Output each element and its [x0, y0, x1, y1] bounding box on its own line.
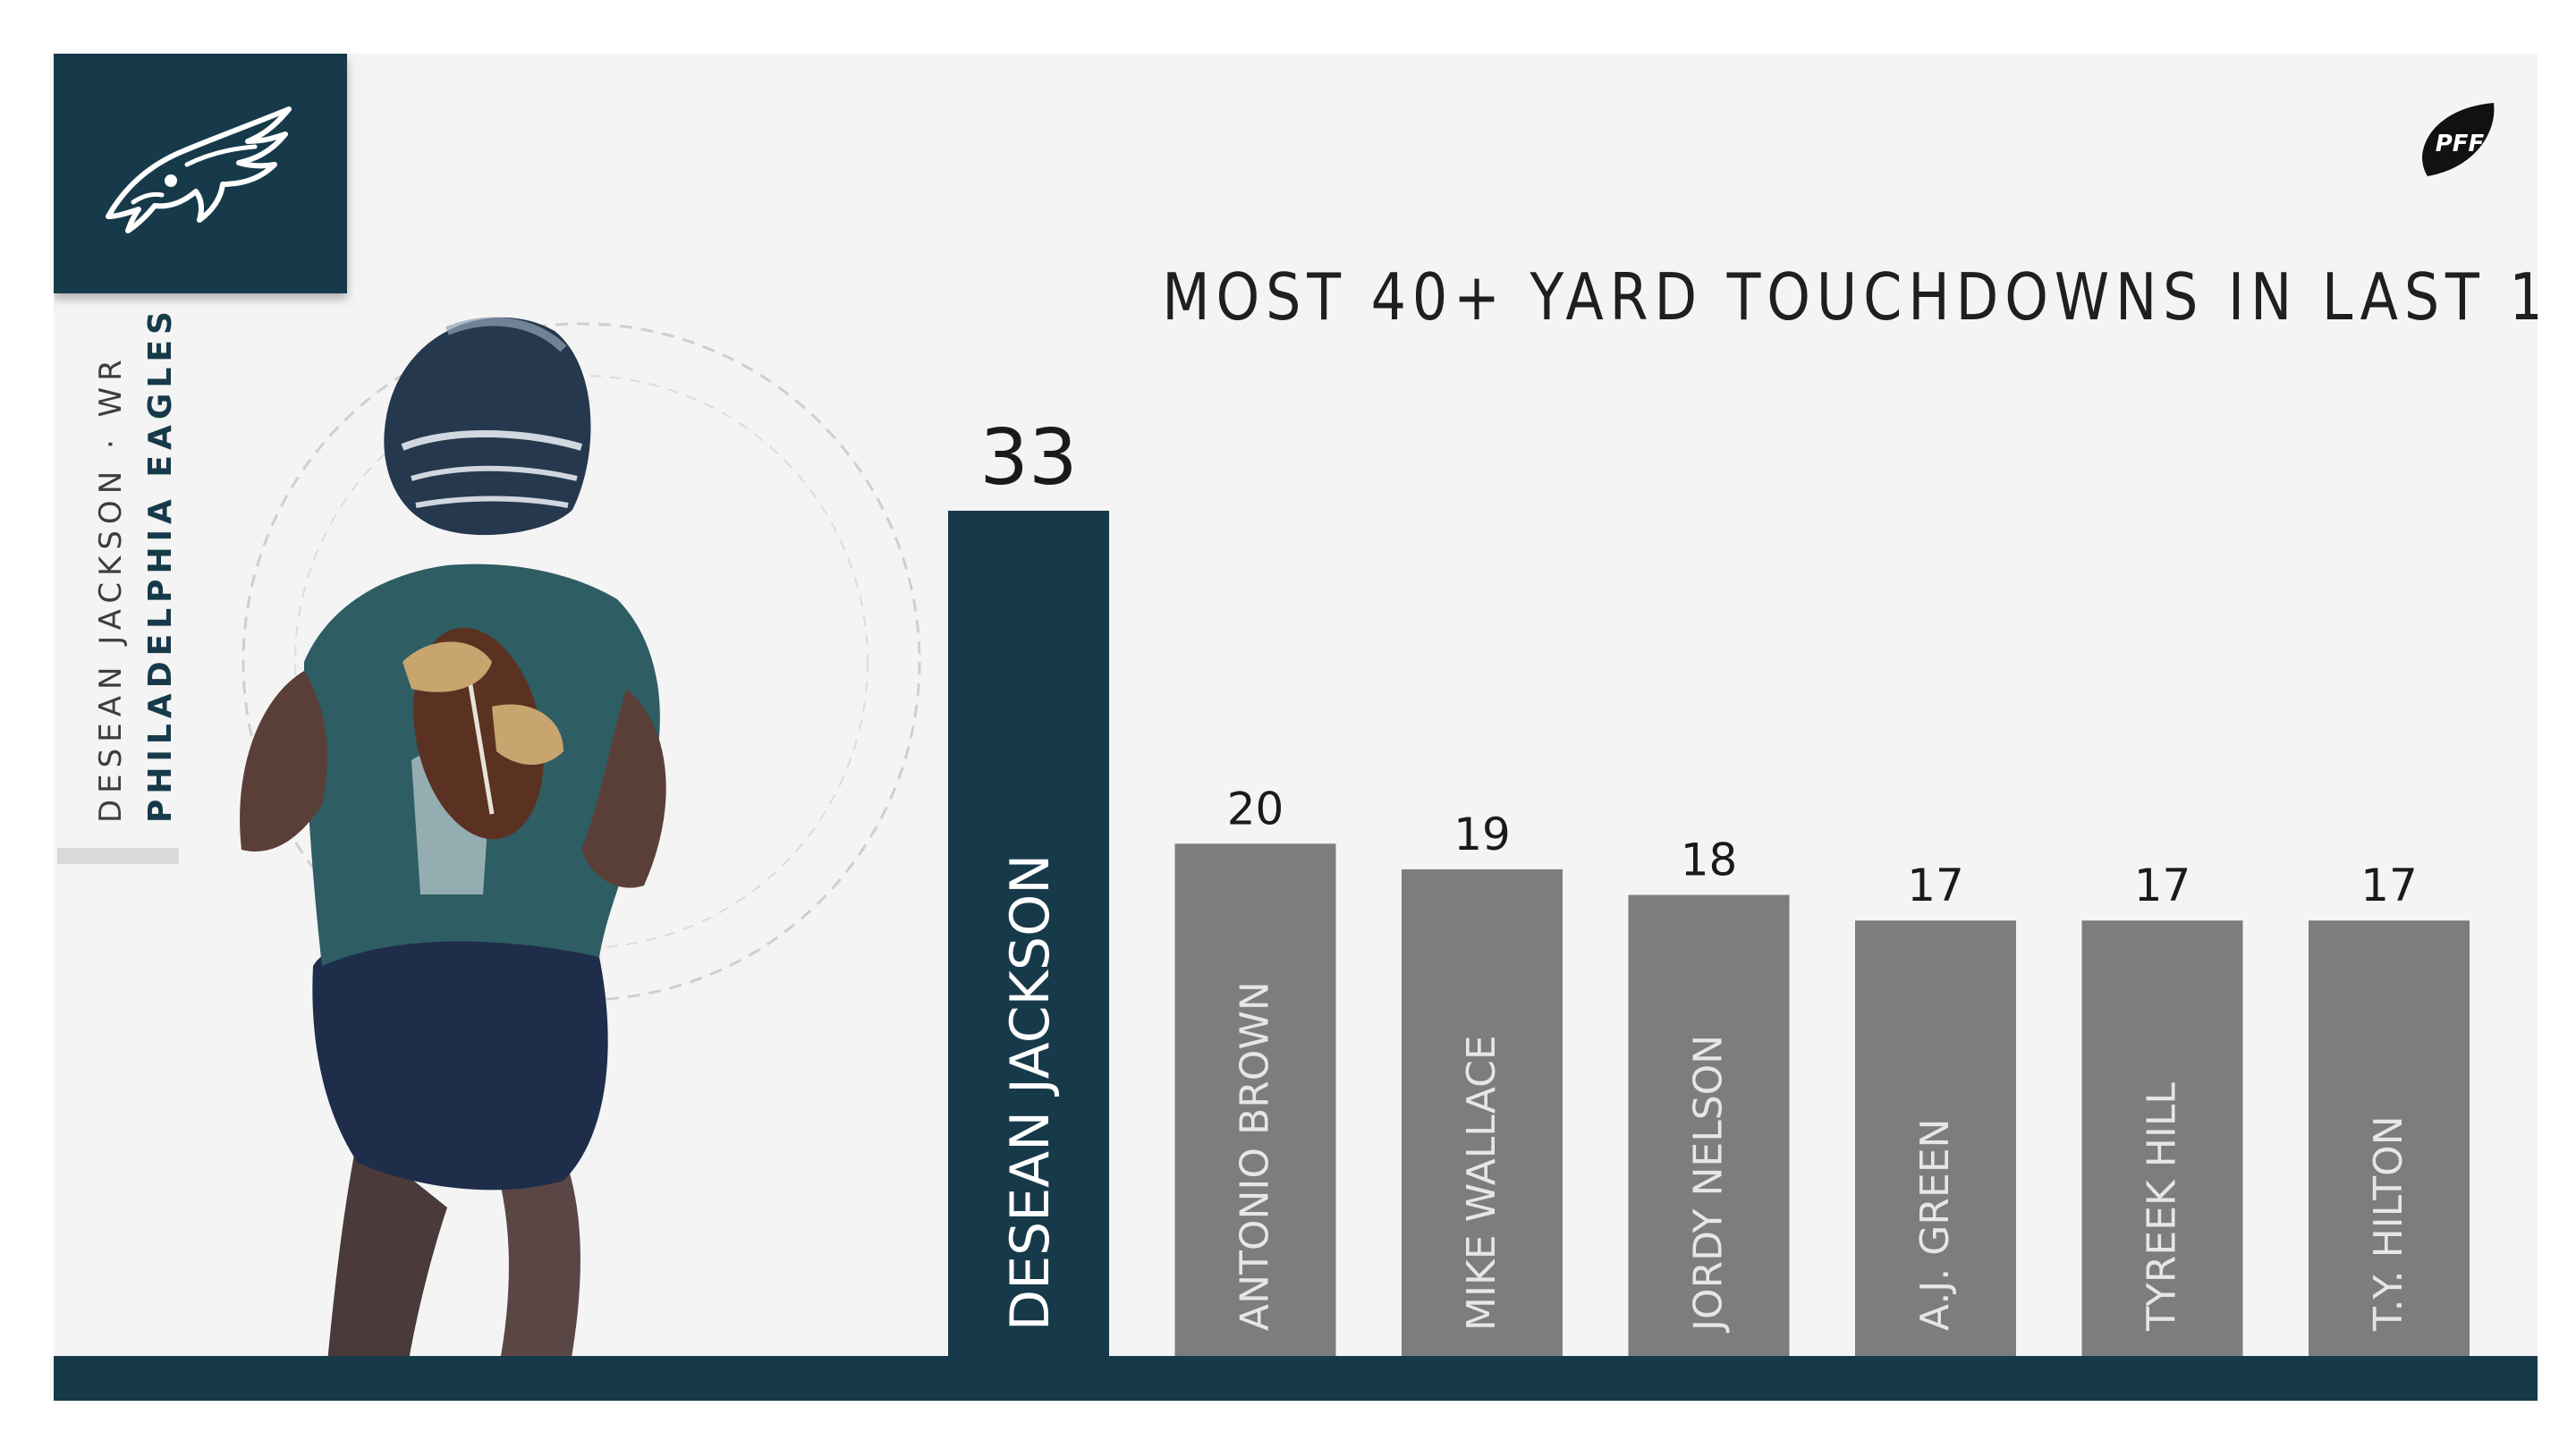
value-label: 19	[1453, 809, 1511, 860]
chart-title: MOST 40+ YARD TOUCHDOWNS IN LAST 10 YEAR…	[1162, 259, 2538, 335]
bar-chart: 33 DESEAN JACKSON 20 ANTONIO BROWN 19 MIKE WA…	[948, 413, 2470, 1356]
bar-tyreek-hill	[2081, 920, 2243, 1356]
bar-a-j-green	[1855, 920, 2016, 1356]
value-label: 17	[1907, 860, 1964, 911]
category-label: JORDY NELSON	[1686, 1035, 1732, 1334]
team-logo-tile	[54, 54, 347, 293]
bar-desean-jackson	[948, 511, 1109, 1356]
bottom-band	[54, 1356, 2538, 1401]
pff-logo-text: PFF	[2436, 131, 2485, 157]
bar-jordy-nelson	[1628, 894, 1790, 1356]
pff-football-icon	[2422, 103, 2495, 176]
category-label: MIKE WALLACE	[1459, 1035, 1504, 1331]
pff-logo: PFF	[2422, 103, 2495, 176]
bar-antonio-brown	[1174, 843, 1336, 1356]
value-label: 17	[2134, 860, 2191, 911]
bar-t-y-hilton	[2309, 920, 2470, 1356]
player-photo	[240, 317, 921, 1401]
category-label: T.Y. HILTON	[2366, 1115, 2411, 1332]
category-label: A.J. GREEN	[1912, 1119, 1958, 1331]
category-label: ANTONIO BROWN	[1233, 981, 1278, 1331]
category-label: TYREEK HILL	[2140, 1082, 2185, 1332]
infographic-card: DESEAN JACKSON · WR PHILADELPHIA EAGLES	[54, 54, 2538, 1401]
player-label-underline	[57, 848, 179, 864]
eagle-head-icon	[106, 106, 292, 233]
value-label: 33	[979, 413, 1077, 503]
bar-mike-wallace	[1402, 869, 1563, 1356]
value-label: 17	[2360, 860, 2418, 911]
value-label: 18	[1681, 835, 1738, 886]
value-label: 20	[1227, 783, 1284, 835]
category-label: DESEAN JACKSON	[999, 854, 1062, 1331]
